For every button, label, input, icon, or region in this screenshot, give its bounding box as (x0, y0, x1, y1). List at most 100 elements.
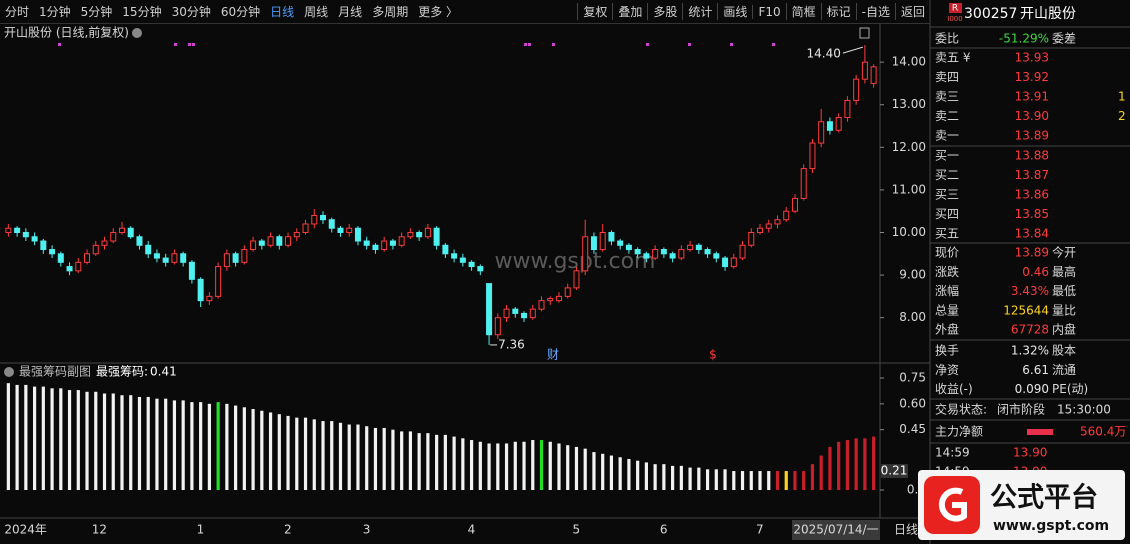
bar (365, 426, 369, 490)
toolbar-button[interactable]: -自选 (855, 3, 895, 20)
bar (120, 395, 124, 490)
candle-body (730, 257, 737, 268)
candle-body (494, 317, 501, 336)
toolbar-button[interactable]: 分时 (5, 5, 30, 19)
candle-body (293, 231, 300, 238)
bar (41, 386, 45, 490)
candle-body (704, 249, 711, 255)
bar (618, 457, 622, 490)
flow-value: 560.4万 (1080, 425, 1126, 439)
toolbar-button[interactable]: 多周期 (372, 5, 409, 19)
candle-body (416, 231, 423, 238)
bar (452, 436, 456, 490)
bar (24, 384, 28, 490)
toolbar-button[interactable]: 简框 (785, 3, 821, 20)
bar (837, 441, 841, 490)
candle-body (652, 249, 659, 259)
candle-body (75, 261, 82, 272)
toolbar-button[interactable]: 复权 (577, 3, 612, 20)
bar (102, 393, 107, 490)
bar (67, 390, 72, 490)
bar (435, 434, 439, 490)
bar (251, 409, 255, 490)
toolbar-button[interactable]: 标记 (820, 3, 856, 20)
candle-body (713, 253, 720, 259)
dropdown-icon[interactable] (132, 28, 142, 38)
x-tick-label: 12 (92, 523, 107, 537)
x-tick-label: 3 (363, 523, 371, 537)
bar (382, 427, 386, 490)
bar (810, 464, 815, 490)
toolbar-button[interactable]: 5分钟 (80, 5, 113, 19)
candle-body (695, 244, 702, 251)
bar (688, 467, 692, 490)
ask-price: 13.89 (1015, 129, 1049, 143)
ask-price: 13.90 (1015, 109, 1049, 123)
bar (277, 414, 281, 490)
indicator-value: 0.41 (150, 365, 177, 379)
ask-volume: 1 (1118, 90, 1126, 104)
toolbar-button[interactable]: 月线 (338, 5, 363, 19)
ask-label: 卖四 (935, 70, 959, 84)
toolbar-button[interactable]: 返回 (894, 3, 930, 20)
bar (802, 471, 806, 490)
toolbar-button[interactable]: F10 (752, 4, 785, 19)
toolbar-button[interactable]: 叠加 (612, 3, 647, 20)
bar (574, 446, 579, 490)
event-dot (188, 43, 191, 46)
candle-body (424, 227, 431, 238)
stat-label: 量比 (1052, 303, 1076, 317)
toolbar-button[interactable]: 统计 (682, 3, 717, 20)
candle-body (538, 300, 545, 310)
bar (181, 400, 185, 490)
bar (32, 386, 37, 490)
stat-label: 流通 (1052, 363, 1076, 377)
bar (819, 455, 823, 490)
candle-body (870, 66, 877, 84)
bar (644, 462, 648, 490)
y-tick-label: 0.45 (899, 422, 926, 436)
ask-price: 13.92 (1015, 70, 1049, 84)
candle-body (337, 227, 344, 233)
stock-code: 300257 (964, 6, 1017, 22)
toolbar-button[interactable]: 30分钟 (171, 5, 211, 19)
x-tick-label: 5 (572, 523, 580, 537)
candle-body (643, 253, 650, 259)
toolbar-button[interactable]: 多股 (647, 3, 682, 20)
toolbar-button[interactable]: 更多 〉 (418, 5, 459, 19)
toolbar-button[interactable]: 60分钟 (220, 5, 261, 19)
stat-label: 净资 (935, 363, 959, 377)
dropdown-icon[interactable] (4, 367, 14, 377)
candle-body (660, 249, 667, 255)
bar (330, 421, 334, 490)
bar (531, 440, 535, 490)
ask-label: 卖五 ¥ (935, 51, 971, 65)
toolbar-button[interactable]: 周线 (304, 5, 329, 19)
bar (146, 396, 150, 490)
toolbar-button[interactable]: 15分钟 (122, 5, 162, 19)
annotation-arrow (842, 46, 864, 54)
candle-body (748, 231, 755, 246)
toolbar-button[interactable]: 日线 (270, 5, 295, 19)
bar (784, 471, 788, 490)
x-tick-label: 1 (197, 523, 205, 537)
event-dot (646, 43, 649, 46)
bar (85, 391, 89, 490)
bar (863, 438, 867, 490)
toolbar-button[interactable]: 1分钟 (39, 5, 71, 19)
bar (190, 402, 194, 490)
bar (557, 443, 561, 490)
stat-label: 外盘 (935, 322, 959, 337)
toolbar: 分时 1分钟 5分钟 15分钟 30分钟 60分钟 日线 周线 月线 多周期 更多 〉 复权 叠加 多股… (0, 0, 930, 24)
bar (356, 424, 360, 490)
candle-body (276, 236, 283, 246)
bar (662, 464, 666, 490)
quote-label: 委比 (935, 32, 959, 46)
toolbar-button[interactable]: 画线 (717, 3, 752, 20)
candle-body (232, 253, 239, 263)
quote-label: 委差 (1052, 32, 1076, 46)
x-tick-label: 4 (468, 523, 476, 537)
bar (854, 438, 858, 490)
panel-icon[interactable] (859, 27, 870, 39)
